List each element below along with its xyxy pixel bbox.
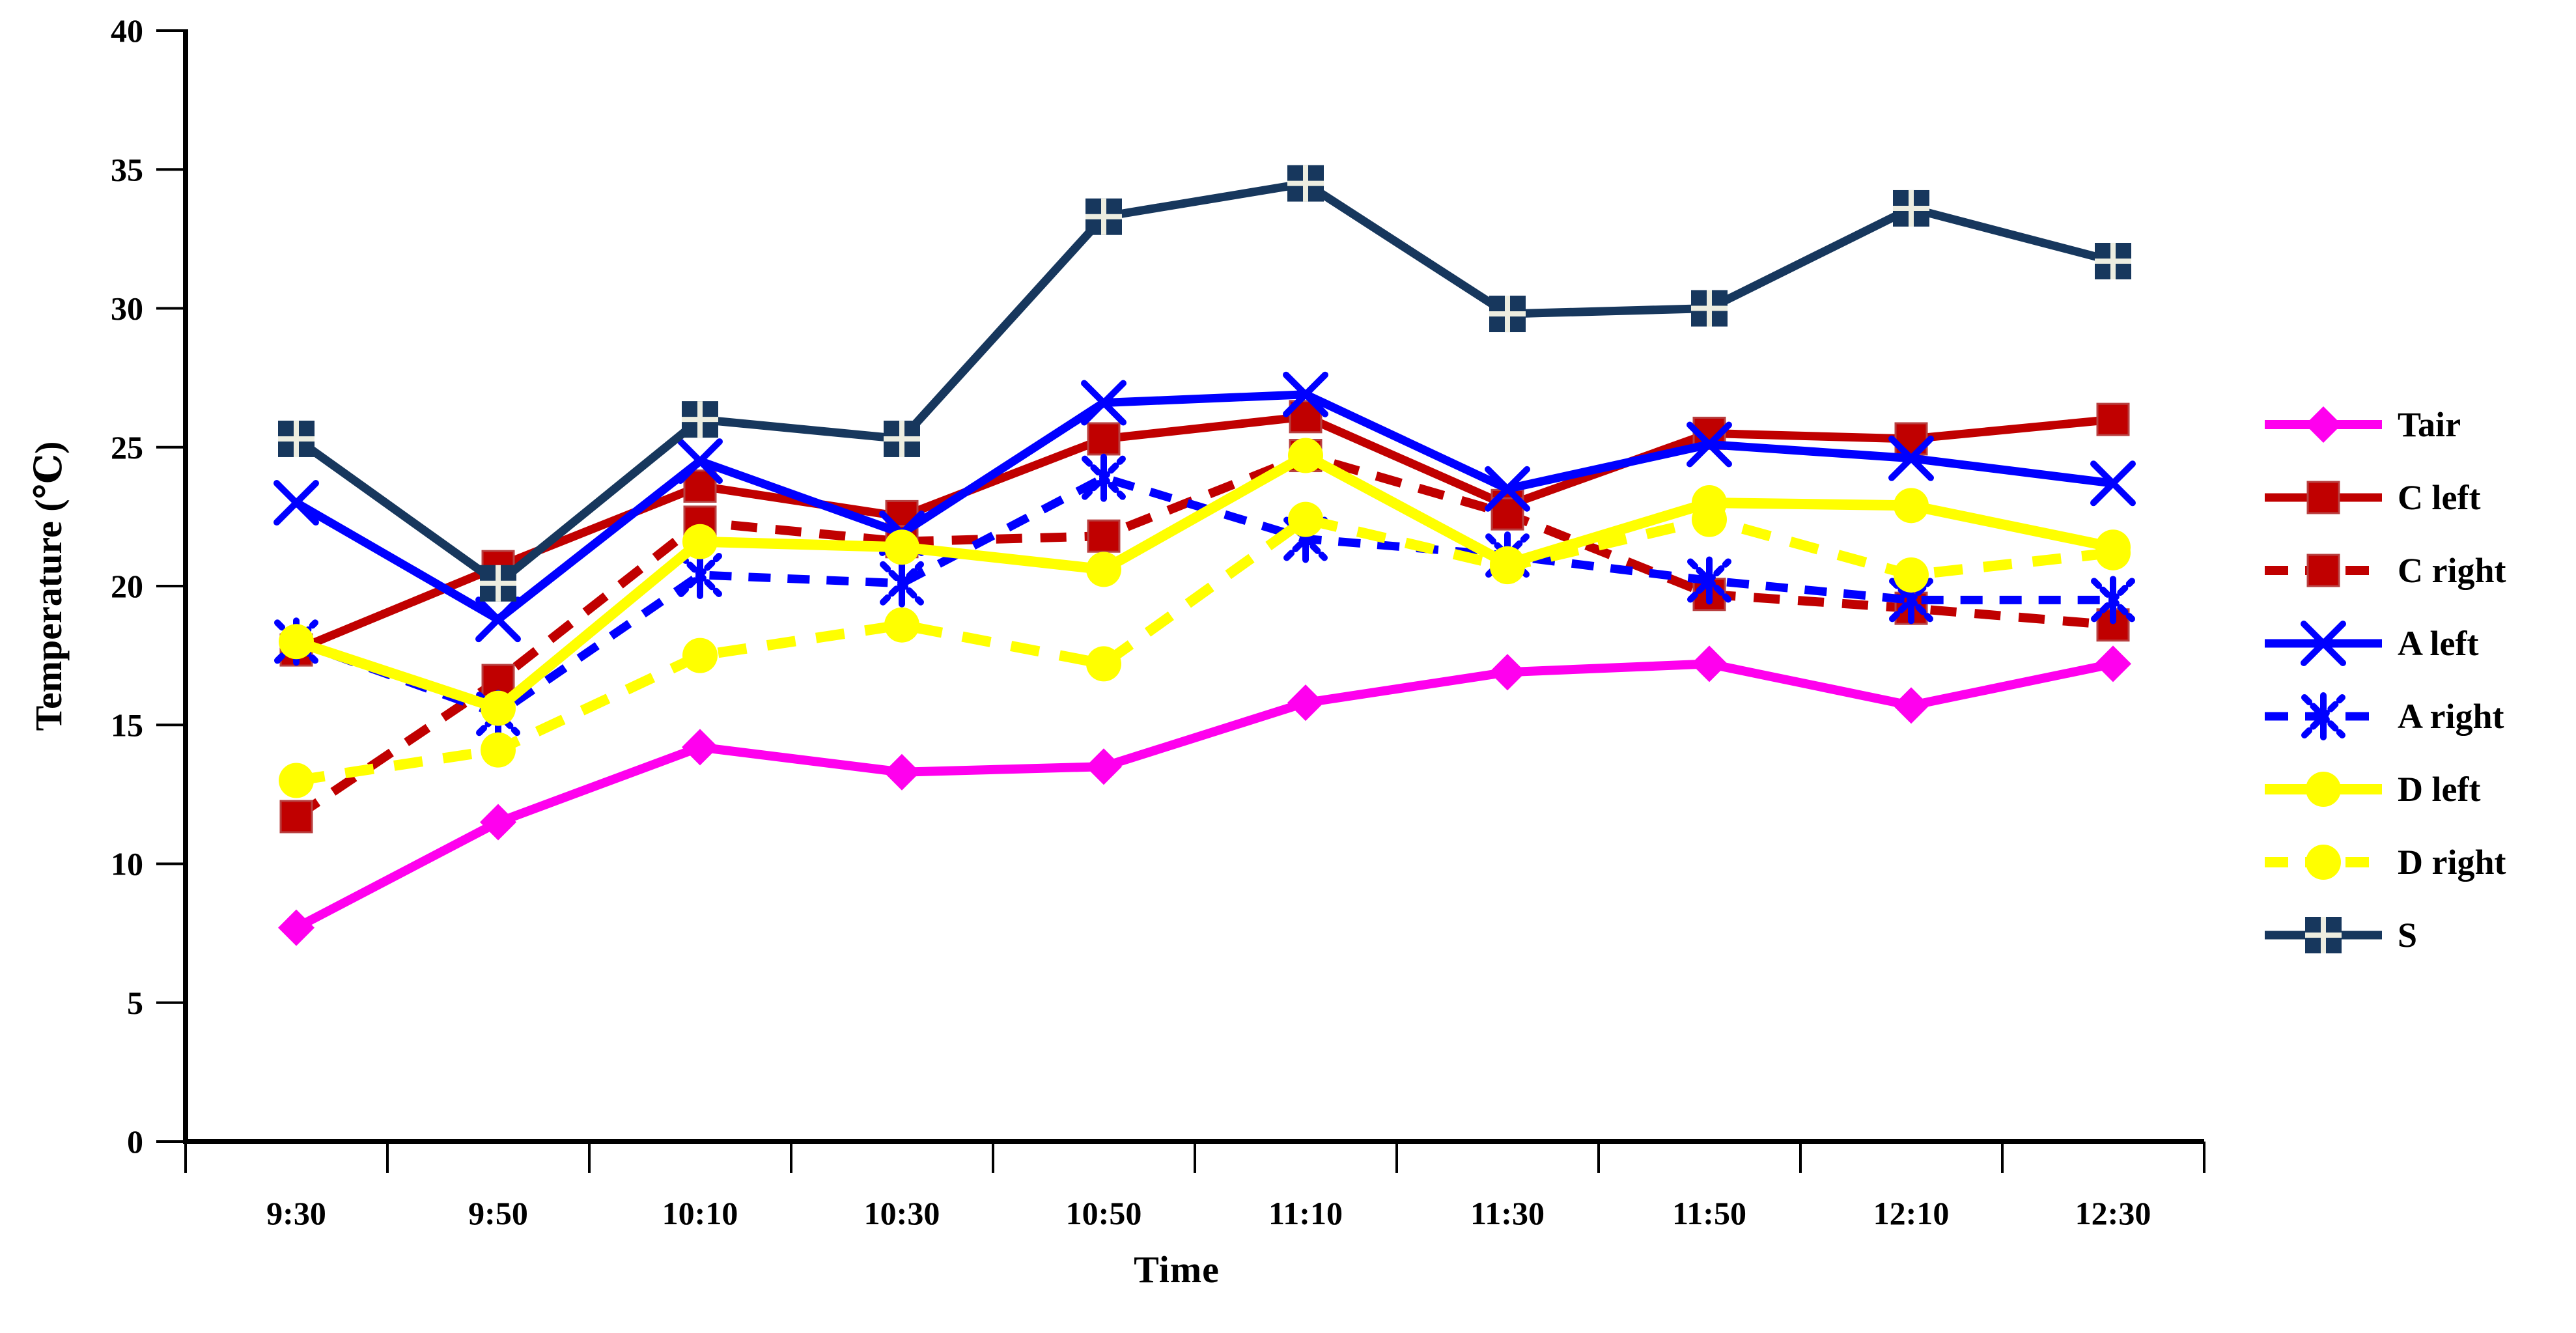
marker-x2 bbox=[475, 596, 521, 643]
marker-circle bbox=[682, 524, 718, 559]
marker-circle bbox=[1086, 646, 1121, 682]
y-tick-label: 10 bbox=[111, 846, 143, 882]
series-line-tair bbox=[294, 659, 2114, 932]
series-line-d-left bbox=[294, 450, 2114, 714]
y-tick-label: 30 bbox=[111, 290, 143, 327]
marker-square bbox=[1087, 519, 1121, 553]
marker-circle bbox=[2306, 772, 2341, 807]
y-tick-label: 35 bbox=[111, 151, 143, 188]
marker-x2 bbox=[1888, 435, 1934, 481]
marker-circle bbox=[1288, 438, 1323, 473]
marker-diamond bbox=[682, 729, 718, 766]
marker-circle bbox=[1692, 501, 1727, 537]
marker-diamond bbox=[2095, 645, 2131, 682]
marker-diamond bbox=[884, 753, 920, 791]
x-tick-label: 11:30 bbox=[1470, 1195, 1545, 1231]
marker-ast-d2 bbox=[2091, 578, 2135, 623]
marker-x2 bbox=[1485, 466, 1530, 512]
x-tick-label: 11:50 bbox=[1672, 1195, 1746, 1231]
series-line-d-right bbox=[295, 514, 2114, 786]
series-line-c-left bbox=[294, 412, 2114, 654]
series-line-a-left bbox=[294, 390, 2114, 624]
marker-ast-d2 bbox=[678, 552, 722, 597]
series-line-s bbox=[294, 179, 2114, 588]
marker-circle bbox=[1490, 549, 1525, 585]
marker-circle bbox=[2306, 845, 2341, 880]
x-tick-label: 9:50 bbox=[468, 1195, 528, 1231]
x-tick-label: 9:30 bbox=[266, 1195, 326, 1231]
marker-ast-d2 bbox=[1082, 455, 1126, 500]
marker-square bbox=[2096, 402, 2130, 436]
legend-label: D right bbox=[2398, 843, 2506, 882]
marker-circle bbox=[1894, 557, 1929, 593]
y-tick-label: 25 bbox=[111, 429, 143, 466]
marker-diamond bbox=[1893, 687, 1929, 724]
x-axis-title: Time bbox=[1134, 1248, 1220, 1291]
marker-circle bbox=[884, 529, 919, 565]
marker-square bbox=[1087, 422, 1121, 456]
y-tick-label: 5 bbox=[127, 985, 143, 1021]
legend-label: A left bbox=[2398, 624, 2478, 663]
marker-ast-d2 bbox=[1687, 558, 1731, 603]
y-axis-title: Temperature (℃) bbox=[27, 441, 70, 731]
marker-square bbox=[279, 800, 313, 834]
x-tick-label: 12:30 bbox=[2075, 1195, 2151, 1231]
marker-diamond bbox=[1691, 645, 1728, 682]
marker-x2 bbox=[1283, 371, 1328, 417]
legend-label: Tair bbox=[2398, 405, 2461, 444]
marker-circle bbox=[2095, 535, 2131, 570]
marker-diamond bbox=[1287, 684, 1324, 722]
y-tick-label: 20 bbox=[111, 568, 143, 604]
marker-circle bbox=[884, 607, 919, 643]
x-tick-label: 10:50 bbox=[1066, 1195, 1142, 1231]
legend-label: S bbox=[2398, 916, 2417, 955]
marker-x2 bbox=[2090, 460, 2136, 507]
marker-x2 bbox=[1081, 380, 1127, 426]
marker-diamond bbox=[1489, 654, 1526, 691]
marker-circle bbox=[1288, 501, 1323, 537]
y-tick-label: 0 bbox=[127, 1123, 143, 1160]
legend-label: D left bbox=[2398, 770, 2480, 809]
marker-circle bbox=[279, 763, 314, 798]
series-line-c-right bbox=[294, 451, 2114, 821]
marker-square bbox=[2306, 481, 2340, 514]
x-tick-label: 12:10 bbox=[1873, 1195, 1950, 1231]
marker-ast-d2 bbox=[2301, 694, 2345, 738]
legend-label: C left bbox=[2398, 478, 2480, 517]
marker-x2 bbox=[1687, 421, 1732, 468]
marker-ast-d2 bbox=[1889, 578, 1933, 623]
marker-circle bbox=[481, 690, 516, 726]
y-tick-label: 15 bbox=[111, 707, 143, 743]
marker-circle bbox=[1086, 552, 1121, 587]
marker-diamond bbox=[480, 804, 516, 841]
marker-diamond bbox=[2305, 406, 2342, 443]
marker-x2 bbox=[677, 438, 723, 484]
marker-diamond bbox=[278, 909, 315, 946]
x-tick-label: 10:30 bbox=[864, 1195, 940, 1231]
x-tick-label: 10:10 bbox=[662, 1195, 738, 1231]
marker-circle bbox=[481, 732, 516, 768]
marker-ast-d2 bbox=[880, 561, 924, 606]
x-tick-label: 11:10 bbox=[1268, 1195, 1343, 1231]
marker-square bbox=[2306, 554, 2340, 587]
y-tick-label: 40 bbox=[111, 12, 143, 49]
legend-label: A right bbox=[2398, 697, 2504, 736]
marker-x2 bbox=[273, 480, 319, 526]
marker-diamond bbox=[1085, 748, 1122, 785]
marker-circle bbox=[279, 624, 314, 660]
marker-circle bbox=[682, 638, 718, 673]
legend-label: C right bbox=[2398, 551, 2506, 590]
marker-circle bbox=[1894, 488, 1929, 524]
marker-x2 bbox=[2301, 621, 2346, 666]
